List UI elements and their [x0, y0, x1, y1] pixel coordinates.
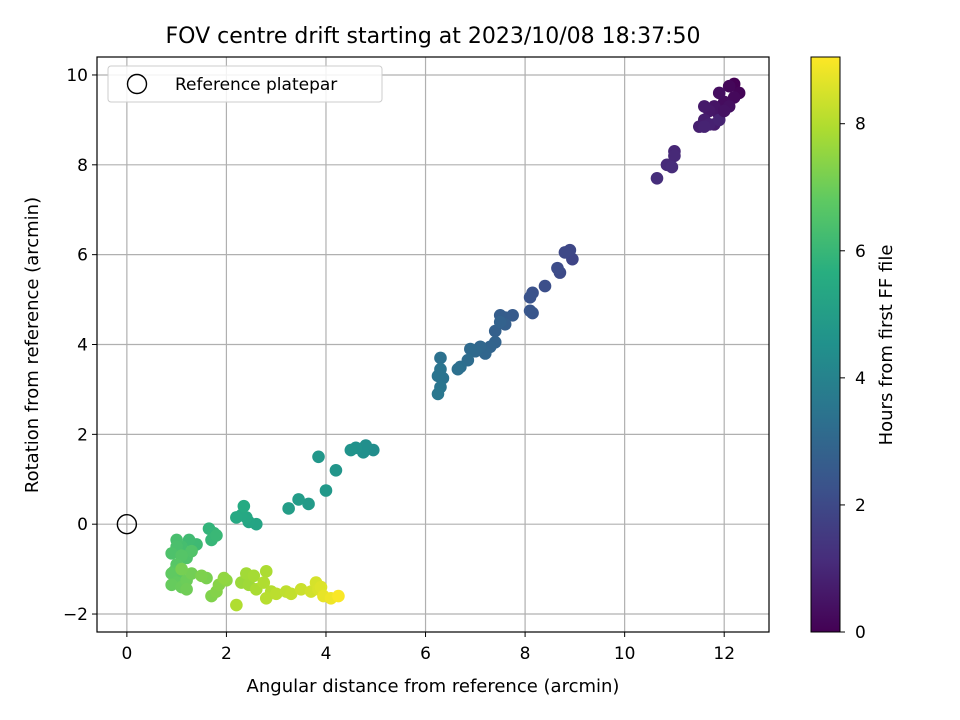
x-tick-label: 0: [121, 644, 132, 664]
scatter-point: [165, 578, 178, 592]
scatter-point: [665, 160, 679, 174]
data-points: [165, 77, 746, 612]
scatter-point: [302, 497, 315, 511]
scatter-point: [344, 443, 358, 457]
scatter-point: [257, 576, 271, 589]
scatter-point: [247, 569, 261, 583]
y-axis-label: Rotation from reference (arcmin): [22, 197, 43, 493]
colorbar: [810, 56, 841, 633]
scatter-point: [319, 484, 333, 497]
scatter-point: [185, 567, 198, 580]
scatter-point: [292, 493, 305, 506]
reference-marker-layer: [116, 513, 138, 535]
scatter-point: [230, 511, 243, 524]
scatter-point: [175, 562, 188, 576]
scatter-point: [237, 499, 251, 513]
chart-title: FOV centre drift starting at 2023/10/08 …: [166, 24, 701, 49]
scatter-point: [697, 120, 711, 133]
scatter-point: [493, 315, 507, 329]
scatter-point: [431, 387, 445, 401]
scatter-point: [538, 279, 552, 293]
scatter-point: [185, 544, 198, 558]
colorbar-ticks: 0 2 4 6 8: [840, 115, 866, 643]
colorbar-tick-label: 2: [855, 496, 866, 516]
scatter-point: [259, 565, 273, 578]
x-tick-label: 6: [420, 644, 431, 664]
y-tick-label: 2: [77, 425, 88, 445]
scatter-point: [282, 502, 295, 515]
scatter-point: [210, 529, 223, 542]
scatter-point: [259, 592, 273, 605]
scatter-point: [717, 104, 731, 118]
colorbar-label: Hours from first FF file: [876, 245, 897, 446]
scatter-point: [312, 450, 325, 464]
x-tick-label: 4: [321, 644, 332, 664]
x-axis-label: Angular distance from reference (arcmin): [247, 676, 620, 697]
scatter-point: [180, 583, 193, 596]
scatter-point: [269, 587, 283, 601]
scatter-point: [434, 351, 447, 365]
legend-marker-icon: [126, 73, 148, 95]
scatter-point: [712, 86, 726, 100]
y-tick-label: 10: [66, 66, 88, 86]
scatter-point: [523, 291, 537, 304]
x-axis-ticks: 0 2 4 6 8 10 12: [121, 632, 735, 664]
legend-entry-label: Reference platepar: [175, 75, 337, 95]
scatter-point: [558, 246, 572, 259]
scatter-point: [650, 171, 664, 185]
scatter-point: [165, 547, 178, 560]
x-tick-label: 8: [520, 644, 531, 664]
scatter-point: [551, 261, 564, 275]
scatter-point: [523, 304, 537, 318]
scatter-point: [464, 342, 477, 356]
legend-box: [107, 65, 383, 103]
scatter-point: [230, 598, 243, 612]
y-tick-label: −2: [63, 605, 88, 625]
y-axis-ticks: −2 0 2 4 6 8 10: [63, 66, 97, 625]
scatter-point: [217, 571, 231, 585]
y-tick-label: 0: [77, 515, 88, 535]
scatter-point: [434, 362, 447, 376]
y-tick-label: 8: [77, 156, 88, 176]
scatter-point: [195, 569, 208, 583]
colorbar-tick-label: 6: [855, 242, 866, 262]
scatter-point: [294, 583, 308, 596]
x-tick-label: 10: [614, 644, 636, 664]
scatter-point: [451, 362, 465, 376]
grid-lines: [97, 57, 769, 632]
legend: Reference platepar: [107, 65, 383, 103]
scatter-point: [668, 149, 681, 163]
colorbar-tick-label: 8: [855, 115, 866, 135]
colorbar-tick-label: 0: [855, 623, 866, 643]
scatter-point: [284, 587, 298, 601]
colorbar-tick-label: 4: [855, 369, 866, 389]
reference-platepar-marker: [116, 513, 138, 535]
scatter-point: [332, 589, 345, 603]
scatter-point: [329, 463, 343, 477]
x-tick-label: 2: [221, 644, 232, 664]
scatter-point: [722, 79, 736, 93]
scatter-point: [697, 100, 711, 113]
y-tick-label: 4: [77, 336, 88, 356]
y-tick-label: 6: [77, 246, 88, 266]
x-tick-label: 12: [713, 644, 735, 664]
